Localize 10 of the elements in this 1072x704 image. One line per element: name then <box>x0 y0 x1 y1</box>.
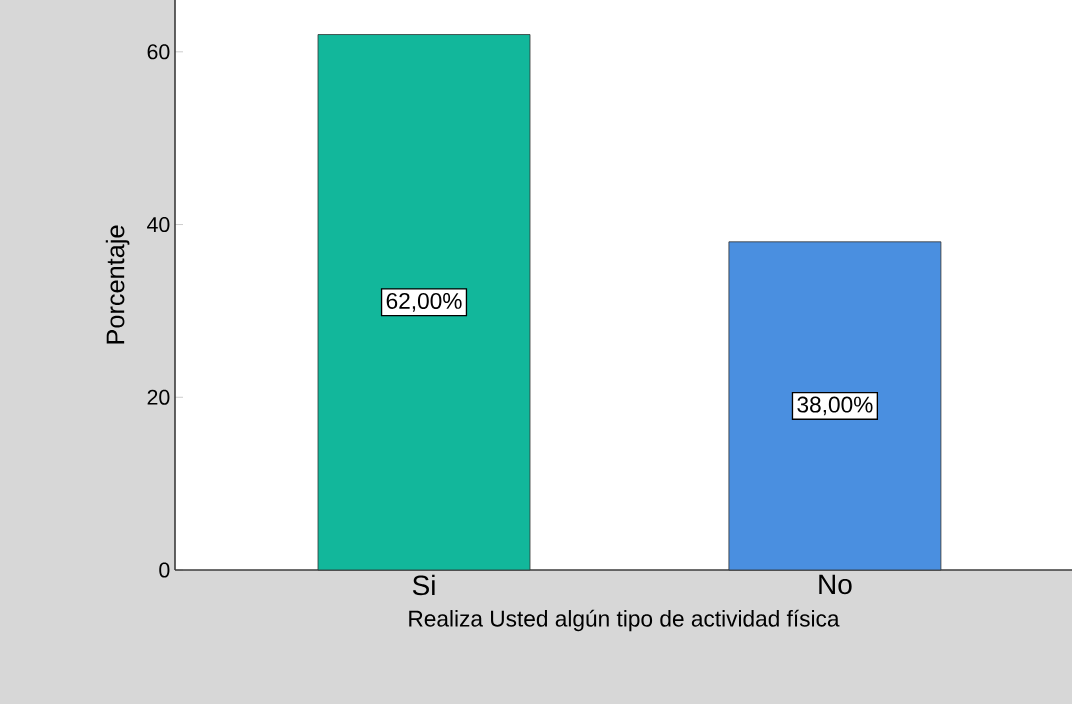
x-tick-label: No <box>819 574 852 595</box>
y-tick-label: 0 <box>159 562 170 578</box>
x-axis-title: Realiza Usted algún tipo de actividad física <box>409 609 840 632</box>
y-tick-label: 40 <box>147 217 170 233</box>
data-label: 62,00% <box>386 292 462 312</box>
x-tick-label: Si <box>412 574 435 596</box>
y-axis-title: Porcentaje <box>105 225 130 344</box>
y-tick-label: 20 <box>147 389 170 405</box>
data-label: 38,00% <box>797 396 873 416</box>
y-tick-label: 60 <box>147 44 170 60</box>
